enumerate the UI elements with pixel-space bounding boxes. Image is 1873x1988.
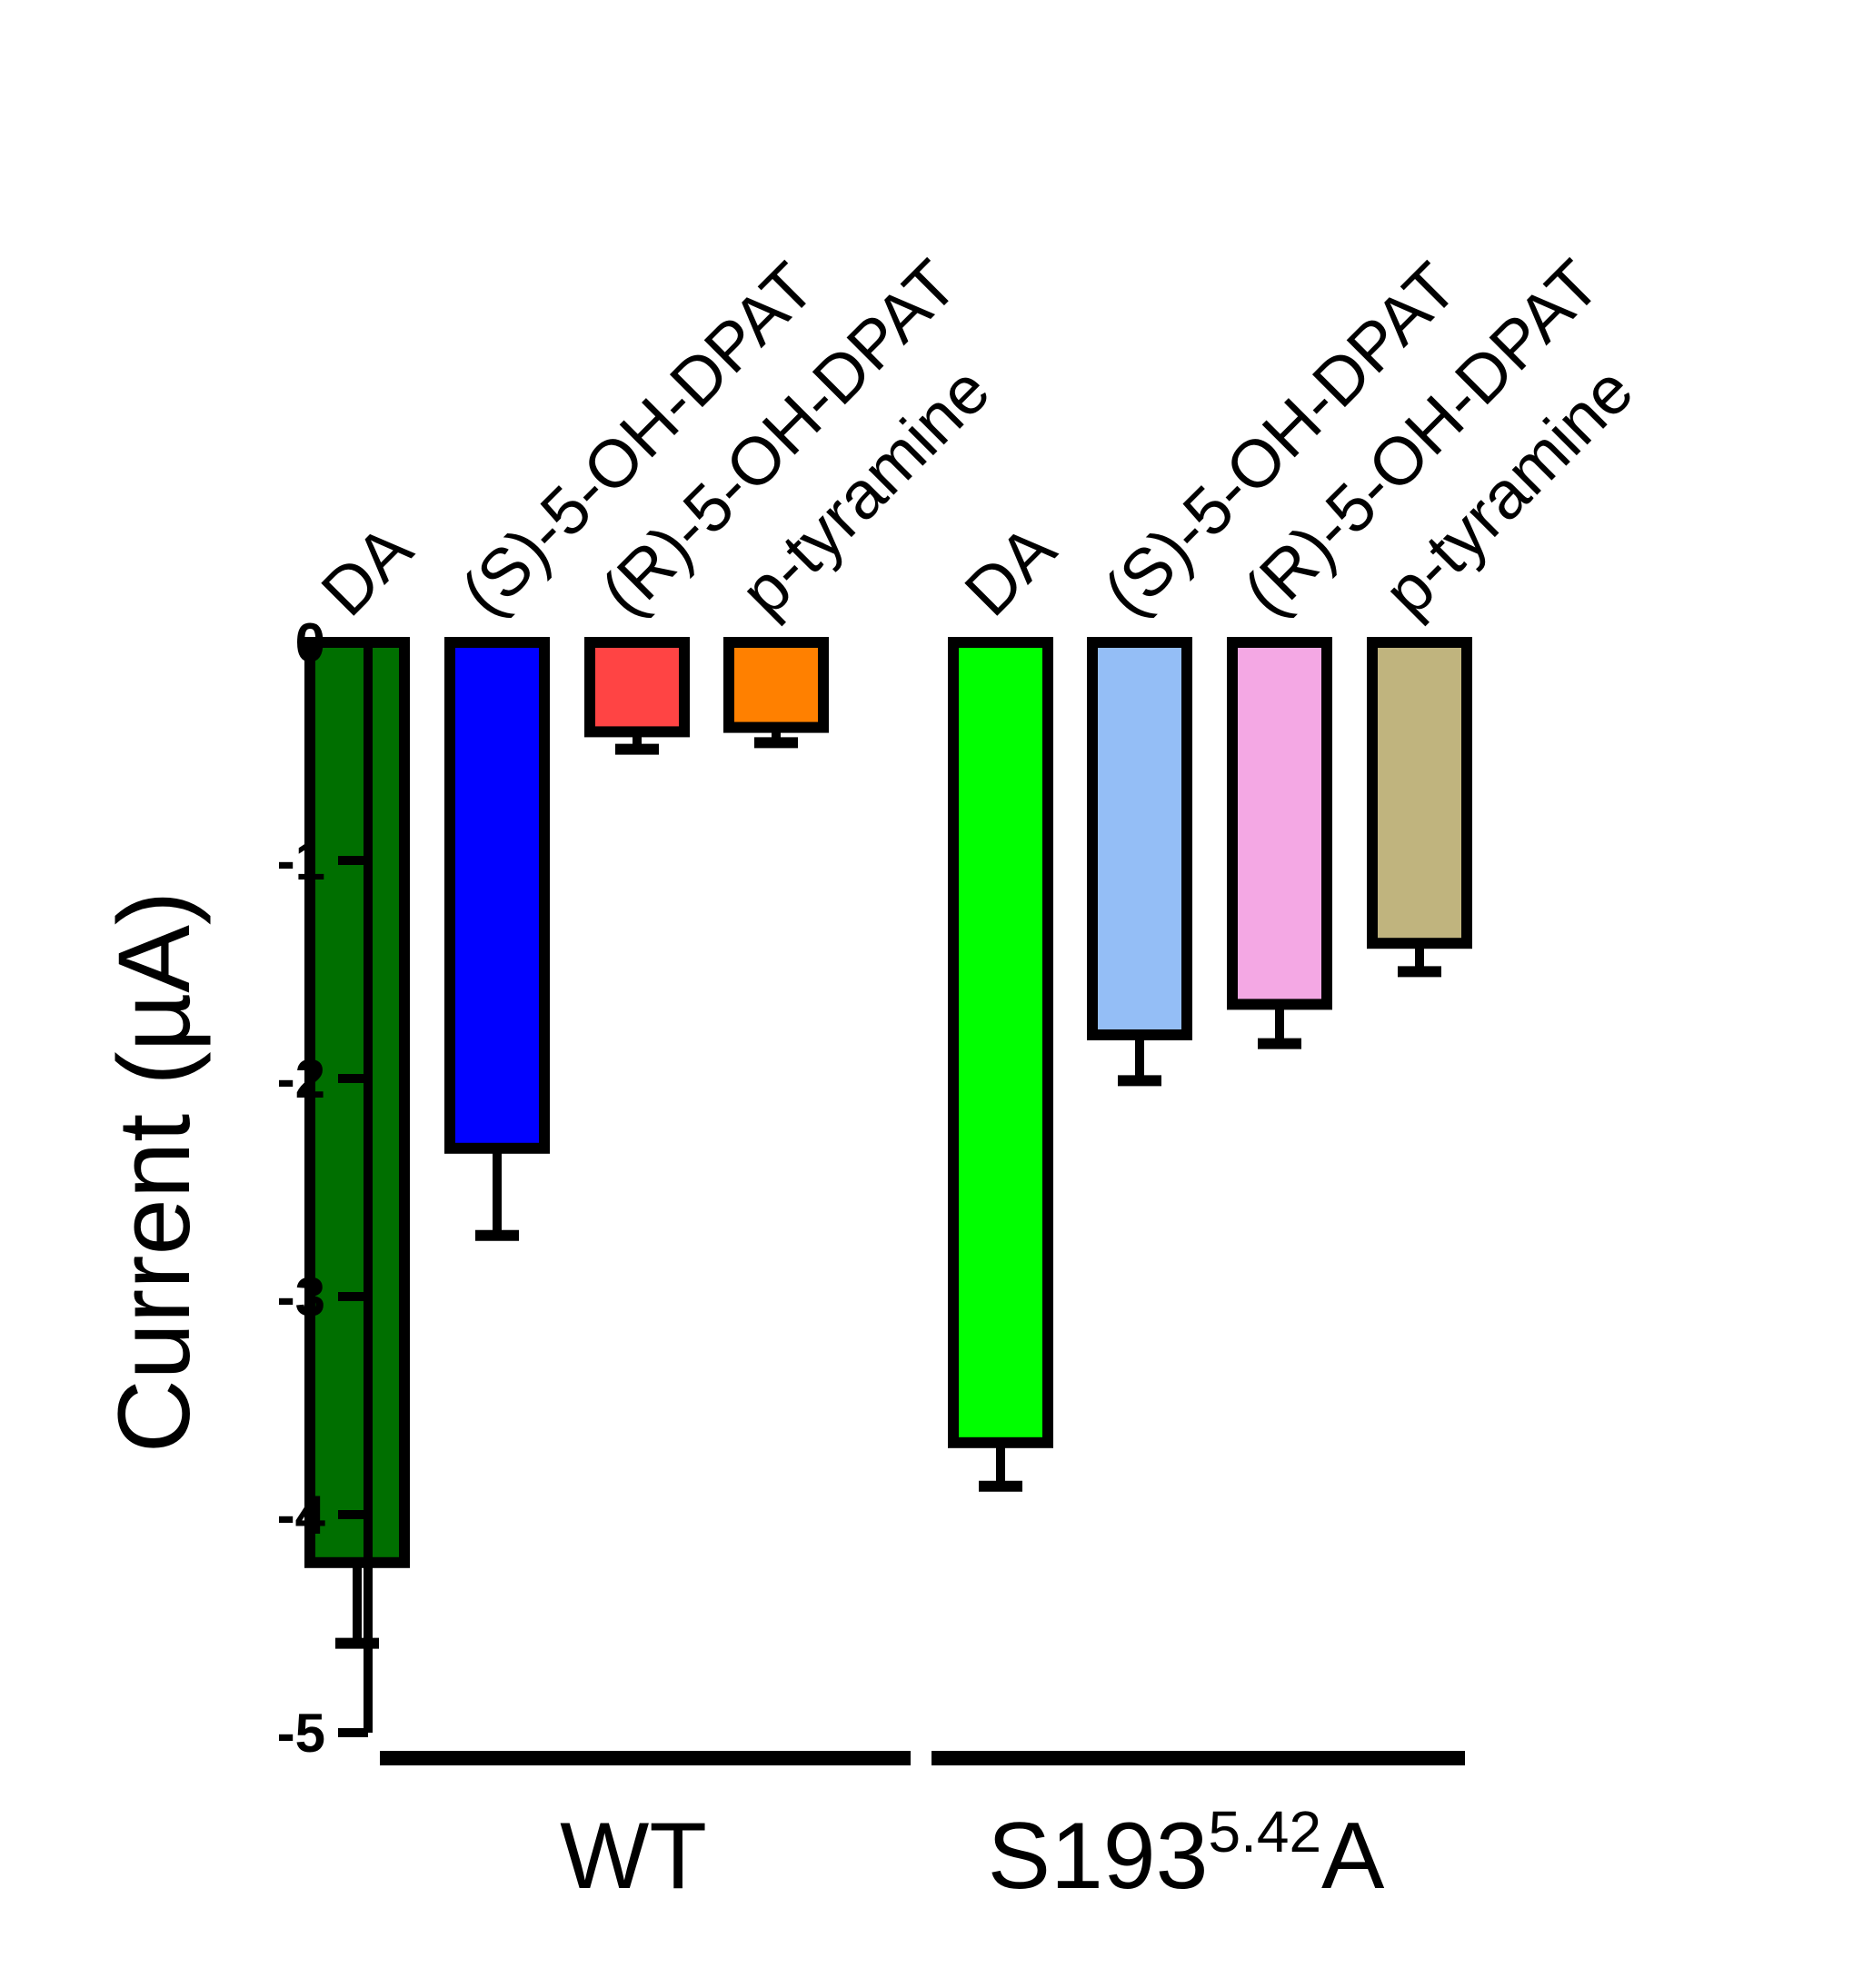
y-tick-label: -1 [277, 830, 325, 891]
y-tick-label: -2 [277, 1049, 325, 1109]
bar [444, 637, 550, 1154]
group-label-wt: WT [560, 1804, 707, 1909]
group-label-s193a-suffix: A [1321, 1804, 1385, 1909]
bar [304, 637, 410, 1568]
category-label: DA [951, 510, 1071, 630]
bar-group [584, 637, 690, 755]
group-label-s193a: S1935.42A [988, 1799, 1385, 1909]
y-axis-title: Current (µA) [97, 891, 211, 1453]
category-labels: DA (S)-5-OH-DPAT(R)-5-OH-DPATp-tyramineDA… [307, 245, 1648, 630]
bar-group [1087, 637, 1192, 1087]
bar-group [1227, 637, 1332, 1049]
bar-group [304, 637, 410, 1649]
bar [1367, 637, 1472, 949]
bar-group [948, 637, 1053, 1492]
bar-group [1367, 637, 1472, 978]
y-tick-label: 0 [295, 612, 325, 673]
y-ticks: 0 -1 -2 -3 -4 -5 [277, 612, 368, 1764]
bar [584, 637, 690, 738]
group-label-s193a-main: S193 [988, 1804, 1209, 1909]
y-tick-label: -5 [277, 1703, 325, 1764]
y-tick-label: -3 [277, 1267, 325, 1327]
bar [948, 637, 1053, 1448]
bar [723, 637, 829, 733]
bars-layer [304, 637, 1472, 1649]
bar-group [723, 637, 829, 749]
bar [1087, 637, 1192, 1040]
group-label-s193a-sup: 5.42 [1208, 1799, 1321, 1864]
bar [1227, 637, 1332, 1010]
group-labels: WT S1935.42A [380, 1751, 1465, 1909]
bar-group [444, 637, 550, 1241]
y-tick-label: -4 [277, 1485, 326, 1546]
